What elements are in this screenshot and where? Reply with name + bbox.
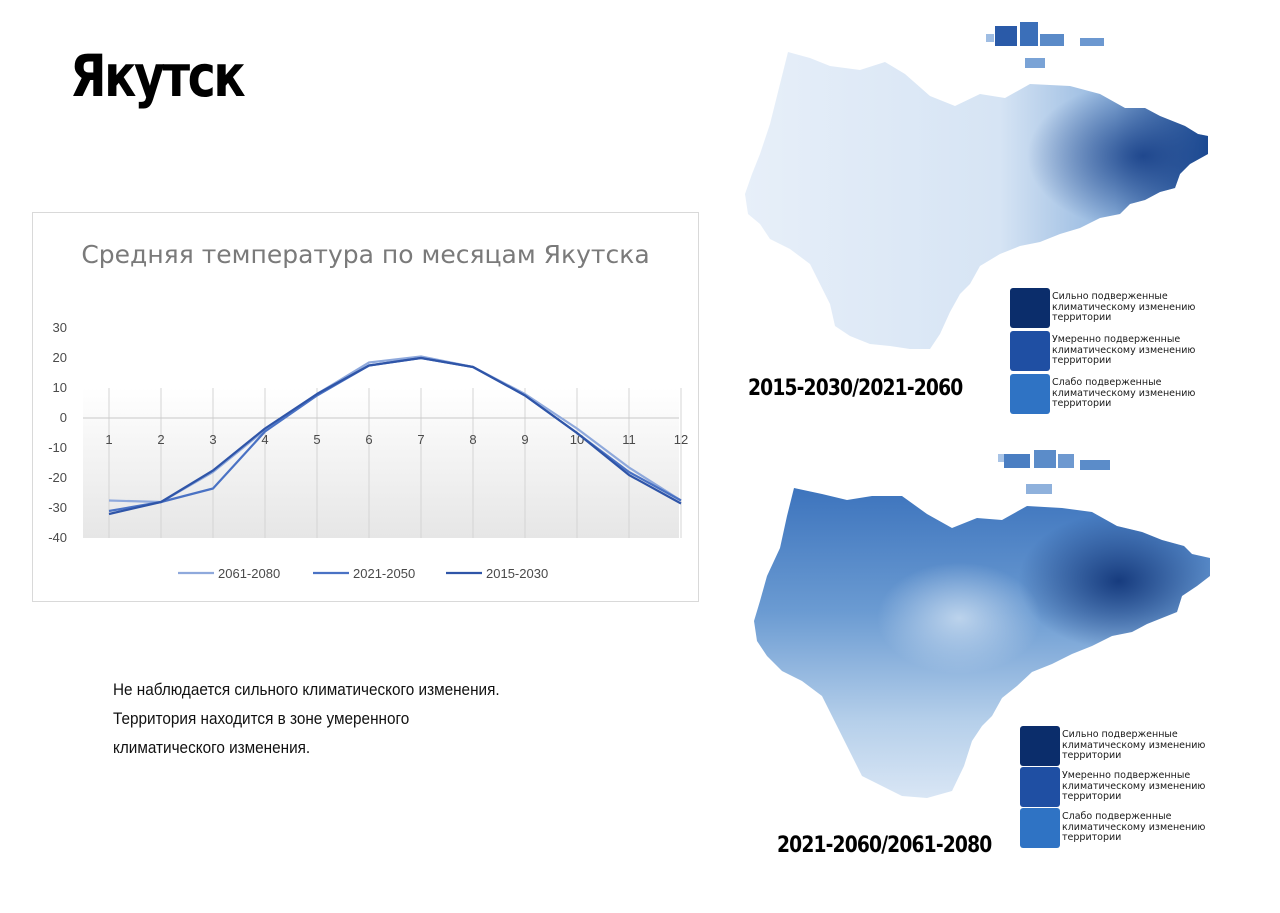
- description-line: Территория находится в зоне умеренного: [113, 709, 410, 728]
- legend-swatch: [1020, 808, 1060, 848]
- page-title: Якутск: [70, 42, 246, 110]
- y-tick-label: -40: [48, 530, 67, 545]
- temperature-chart: Средняя температура по месяцам Якутска 3…: [32, 212, 699, 602]
- legend-swatch: [1010, 288, 1050, 328]
- y-tick-label: 0: [60, 410, 67, 425]
- map-1-period-label: 2015-2030/2021-2060: [748, 376, 963, 401]
- legend-label: Слабо подверженные климатическому измене…: [1062, 811, 1206, 844]
- y-tick-label: -20: [48, 470, 67, 485]
- series-line: [108, 356, 682, 516]
- legend-swatch: [1010, 374, 1050, 414]
- legend-item-strong: Сильно подверженные климатическому измен…: [1010, 288, 1212, 328]
- legend-label: 2061-2080: [218, 566, 280, 581]
- x-tick-label: 7: [417, 432, 424, 447]
- x-tick-label: 4: [261, 432, 268, 447]
- legend-label: Умеренно подверженные климатическому изм…: [1062, 770, 1206, 803]
- legend-swatch: [1010, 331, 1050, 371]
- x-tick-label: 11: [622, 432, 636, 447]
- description-line: Не наблюдается сильного климатического и…: [113, 680, 500, 699]
- description-text: Не наблюдается сильного климатического и…: [113, 675, 563, 762]
- plot-background: [83, 388, 679, 538]
- x-tick-label: 1: [105, 432, 112, 447]
- y-tick-label: 10: [53, 380, 67, 395]
- yakutia-map-image: [754, 450, 1210, 798]
- legend-swatch: [1020, 726, 1060, 766]
- x-tick-label: 12: [674, 432, 688, 447]
- climate-map-1: [740, 14, 1210, 354]
- map-2-period-label: 2021-2060/2061-2080: [777, 833, 992, 858]
- chart-title: Средняя температура по месяцам Якутска: [81, 240, 650, 269]
- x-tick-label: 8: [469, 432, 476, 447]
- legend-label: Слабо подверженные климатическому измене…: [1052, 377, 1196, 410]
- legend-label: 2015-2030: [486, 566, 548, 581]
- x-tick-label: 3: [209, 432, 216, 447]
- legend-label: Сильно подверженные климатическому измен…: [1052, 291, 1196, 324]
- legend-item-moderate: Умеренно подверженные климатическому изм…: [1020, 767, 1222, 807]
- x-tick-label: 9: [521, 432, 528, 447]
- legend-label: Умеренно подверженные климатическому изм…: [1052, 334, 1196, 367]
- legend-label: Сильно подверженные климатическому измен…: [1062, 729, 1206, 762]
- y-tick-label: 20: [53, 350, 67, 365]
- legend-item-weak: Слабо подверженные климатическому измене…: [1010, 374, 1212, 414]
- legend-item-moderate: Умеренно подверженные климатическому изм…: [1010, 331, 1212, 371]
- y-tick-label: -10: [48, 440, 67, 455]
- x-tick-label: 5: [313, 432, 320, 447]
- x-tick-label: 6: [365, 432, 372, 447]
- x-tick-label: 2: [157, 432, 164, 447]
- legend-item-weak: Слабо подверженные климатическому измене…: [1020, 808, 1222, 848]
- yakutia-map-image: [745, 22, 1208, 349]
- legend-item-strong: Сильно подверженные климатическому измен…: [1020, 726, 1222, 766]
- description-line: климатического изменения.: [113, 738, 311, 757]
- y-tick-label: 30: [53, 320, 67, 335]
- y-tick-label: -30: [48, 500, 67, 515]
- legend-label: 2021-2050: [353, 566, 415, 581]
- legend-swatch: [1020, 767, 1060, 807]
- climate-map-2: [752, 436, 1212, 806]
